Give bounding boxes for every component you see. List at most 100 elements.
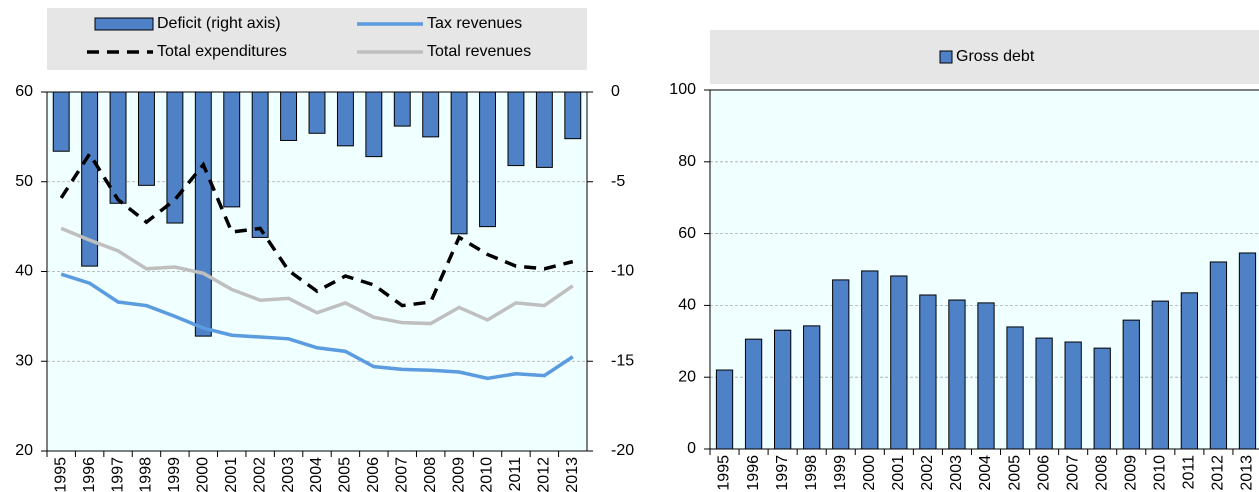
bar [1035,337,1053,450]
x-tick-label: 2012 [1210,455,1227,491]
y2-tick-label: -20 [611,442,634,459]
y-tick-label: 80 [678,153,696,170]
x-tick-label: 2002 [919,455,936,491]
y2-tick-label: -5 [611,173,625,190]
bar [535,91,553,168]
bar [715,369,734,450]
bar [1006,326,1024,450]
bar [507,91,525,167]
x-tick-label: 2005 [1006,455,1023,491]
bar [1238,252,1257,450]
x-tick-label: 2006 [365,457,382,492]
x-tick-label: 2009 [1122,455,1139,491]
y2-tick-label: -10 [611,263,634,280]
x-tick-label: 2008 [1093,455,1110,491]
y-tick-label: 50 [15,173,33,190]
x-tick-label: 1996 [81,457,98,492]
y-tick-label: 100 [669,81,696,98]
legend-swatch [94,17,154,31]
bar [336,91,354,147]
x-tick-label: 2012 [536,457,553,492]
bar [1151,300,1169,450]
line-series [59,150,574,308]
bar [803,325,821,450]
bar [564,91,582,140]
y-tick-label: 20 [678,368,696,385]
x-tick-label: 2006 [1035,455,1052,491]
bar [166,91,184,224]
bar [308,91,326,134]
y-tick-label: 60 [15,83,33,100]
x-tick-label: 2013 [564,457,581,492]
bar [109,91,127,204]
bar [138,91,155,186]
bar [890,275,908,450]
x-tick-label: 1998 [138,457,155,492]
x-tick-label: 1999 [166,457,183,492]
x-tick-label: 1996 [745,455,762,491]
bar [223,91,241,208]
y-tick-label: 20 [15,442,33,459]
y2-tick-label: 0 [611,83,620,100]
bar [1180,292,1199,450]
x-tick-label: 2011 [507,457,524,492]
x-tick-label: 2004 [308,457,325,492]
legend-label: Total revenues [427,43,531,60]
bar [194,91,212,337]
bar [422,91,440,138]
x-tick-label: 2007 [393,457,410,492]
bar [1093,347,1111,450]
bar [365,91,383,158]
bar [744,338,763,450]
bar [773,329,792,450]
line-series [60,226,574,326]
bar [861,270,879,450]
legend-swatch [939,50,953,64]
y-tick-label: 40 [678,297,696,314]
y-tick-label: 40 [15,263,33,280]
x-tick-label: 1995 [716,455,733,491]
x-tick-label: 1998 [803,455,820,491]
x-tick-label: 2001 [890,455,907,491]
x-tick-label: 2010 [1152,455,1169,491]
x-tick-label: 2009 [450,457,467,492]
x-tick-label: 2013 [1239,455,1256,491]
x-tick-label: 2005 [337,457,354,492]
x-tick-label: 2001 [223,457,240,492]
x-tick-label: 2002 [251,457,268,492]
plot-frame [46,91,588,452]
y-tick-label: 30 [15,352,33,369]
legend-box [710,30,1259,84]
bar [52,91,70,152]
bar [251,91,269,238]
x-tick-label: 2000 [861,455,878,491]
x-tick-label: 1997 [774,455,791,491]
bar [393,91,411,127]
bar [479,91,496,228]
bar [1209,261,1228,450]
y2-tick-label: -15 [611,352,634,369]
bar [919,294,937,450]
legend-label: Gross debt [956,48,1035,65]
x-tick-label: 2011 [1181,455,1198,490]
x-tick-label: 2008 [422,457,439,492]
bar [280,91,298,141]
bar [948,299,966,450]
y-tick-label: 0 [687,440,696,457]
bar [977,302,995,450]
x-tick-label: 2003 [280,457,297,492]
legend-label: Tax revenues [427,15,522,32]
line-series [60,272,574,381]
x-tick-label: 2007 [1064,455,1081,491]
bar [450,91,468,235]
x-tick-label: 1999 [832,455,849,491]
x-tick-label: 1995 [52,457,69,492]
x-tick-label: 2003 [948,455,965,491]
x-tick-label: 1997 [109,457,126,492]
x-tick-label: 2000 [195,457,212,492]
bar [1122,319,1140,450]
y-tick-label: 60 [678,225,696,242]
plot-frame [709,89,1259,450]
legend-label: Total expenditures [157,43,287,60]
